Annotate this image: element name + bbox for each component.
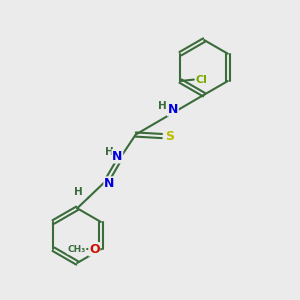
Text: N: N: [104, 177, 115, 190]
Text: H: H: [158, 101, 166, 111]
Text: S: S: [165, 130, 174, 142]
Text: CH₃: CH₃: [68, 245, 85, 254]
Text: H: H: [105, 147, 113, 158]
Text: N: N: [112, 150, 122, 163]
Text: N: N: [168, 103, 178, 116]
Text: O: O: [89, 243, 100, 256]
Text: H: H: [74, 187, 82, 197]
Text: Cl: Cl: [196, 75, 208, 85]
